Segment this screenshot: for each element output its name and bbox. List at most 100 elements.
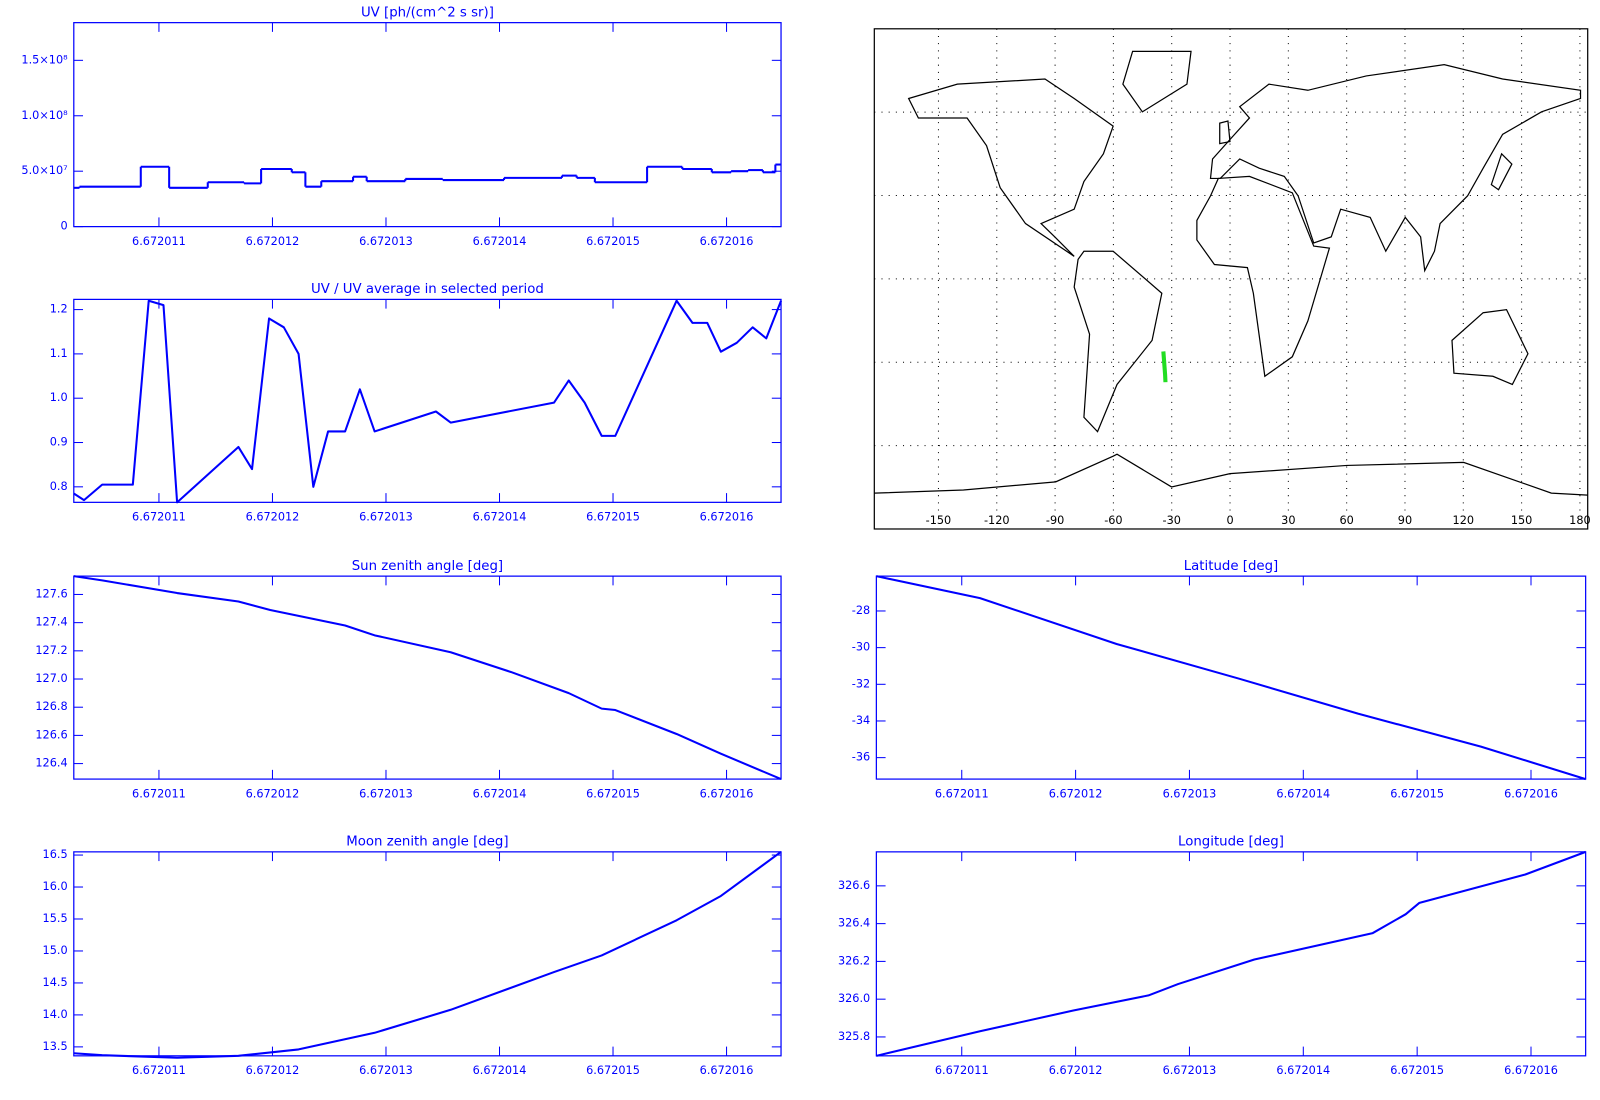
x-tick-label: 6.672013	[359, 787, 413, 800]
x-tick-label: 90	[1398, 514, 1412, 527]
x-tick-label: 150	[1511, 514, 1533, 527]
plot-frame	[73, 298, 782, 503]
x-tick-label: 6.672016	[1504, 787, 1558, 800]
x-tick-label: 6.672014	[473, 1064, 527, 1077]
x-tick-label: 6.672013	[1163, 787, 1217, 800]
x-tick-label: -120	[984, 514, 1010, 527]
y-tick-label: 14.5	[43, 976, 68, 989]
x-tick-label: 6.672013	[1163, 1064, 1217, 1077]
y-tick-label: 326.2	[838, 954, 870, 967]
north-america	[907, 78, 1114, 257]
y-tick-label: 126.4	[35, 757, 67, 770]
south-america	[1073, 250, 1163, 433]
x-tick-label: 6.672012	[246, 235, 300, 248]
y-tick-label: 1.2	[50, 303, 68, 316]
x-tick-label: 6.672015	[1390, 787, 1444, 800]
chart-title: UV / UV average in selected period	[311, 282, 544, 297]
x-tick-label: 6.672011	[935, 1064, 989, 1077]
x-tick-label: 6.672015	[586, 235, 640, 248]
y-tick-label: 126.8	[35, 700, 67, 713]
africa	[1196, 175, 1331, 378]
x-tick-label: 6.672014	[1276, 787, 1330, 800]
x-tick-label: 6.672012	[246, 787, 300, 800]
y-tick-label: 16.0	[43, 880, 68, 893]
chart-title: UV [ph/(cm^2 s sr)]	[361, 5, 494, 20]
data-line	[73, 299, 782, 504]
greenland	[1122, 50, 1192, 113]
x-tick-label: -60	[1104, 514, 1122, 527]
x-tick-label: 6.672012	[1049, 787, 1103, 800]
uk	[1219, 120, 1231, 145]
japan	[1490, 152, 1513, 191]
y-tick-label: 1.1	[50, 347, 68, 360]
x-tick-label: 180	[1569, 514, 1591, 527]
y-tick-label: 15.5	[43, 912, 68, 925]
y-tick-label: -30	[852, 641, 870, 654]
x-tick-label: 6.672014	[473, 235, 527, 248]
data-line	[876, 575, 1586, 781]
x-tick-label: 0	[1226, 514, 1233, 527]
x-tick-label: -150	[926, 514, 952, 527]
x-tick-label: 6.672016	[700, 787, 754, 800]
x-tick-label: 6.672013	[359, 235, 413, 248]
plot-frame	[873, 28, 1589, 530]
y-tick-label: 326.6	[838, 879, 870, 892]
x-tick-label: 6.672014	[473, 511, 527, 524]
x-tick-label: 6.672015	[586, 1064, 640, 1077]
x-tick-label: 6.672016	[700, 235, 754, 248]
chart-title: Moon zenith angle [deg]	[346, 835, 508, 850]
y-tick-label: -32	[852, 677, 870, 690]
x-tick-label: 6.672016	[700, 511, 754, 524]
data-line	[876, 850, 1587, 1057]
y-tick-label: 127.2	[35, 644, 67, 657]
y-tick-label: 1.5×10⁸	[21, 53, 68, 66]
x-tick-label: 6.672015	[586, 511, 640, 524]
x-tick-label: 6.672011	[132, 1064, 186, 1077]
y-tick-label: 5.0×10⁷	[21, 164, 67, 177]
y-tick-label: 1.0	[50, 391, 68, 404]
x-tick-label: 6.672011	[132, 511, 186, 524]
y-tick-label: 127.4	[35, 616, 67, 629]
x-tick-label: 6.672016	[700, 1064, 754, 1077]
satellite-track	[1161, 351, 1168, 383]
plot-frame	[875, 575, 1587, 780]
y-tick-label: 127.0	[35, 672, 67, 685]
y-tick-label: 0.9	[50, 436, 68, 449]
data-line	[73, 575, 782, 781]
antarctica	[874, 453, 1588, 496]
y-tick-label: 14.0	[43, 1008, 68, 1021]
chart-title: Latitude [deg]	[1184, 559, 1279, 574]
y-tick-label: 0	[60, 220, 67, 233]
x-tick-label: -90	[1046, 514, 1064, 527]
x-tick-label: 6.672014	[1276, 1064, 1330, 1077]
y-tick-label: 1.0×10⁸	[21, 109, 68, 122]
y-tick-label: 325.8	[838, 1030, 870, 1043]
y-tick-label: 15.0	[43, 944, 68, 957]
x-tick-label: 6.672012	[246, 1064, 300, 1077]
chart-title: Sun zenith angle [deg]	[352, 559, 503, 574]
plot-frame	[73, 851, 782, 1057]
x-tick-label: 120	[1453, 514, 1475, 527]
x-tick-label: 6.672011	[132, 235, 186, 248]
x-tick-label: -30	[1163, 514, 1181, 527]
x-tick-label: 60	[1339, 514, 1353, 527]
y-tick-label: 13.5	[43, 1040, 68, 1053]
eurasia	[1209, 64, 1582, 273]
x-tick-label: 6.672013	[359, 511, 413, 524]
plot-frame	[875, 851, 1587, 1057]
x-tick-label: 30	[1281, 514, 1295, 527]
australia	[1451, 308, 1529, 386]
x-tick-label: 6.672014	[473, 787, 527, 800]
chart-title: Longitude [deg]	[1178, 835, 1284, 850]
x-tick-label: 6.672015	[1390, 1064, 1444, 1077]
y-tick-label: -36	[852, 751, 870, 764]
x-tick-label: 6.672011	[935, 787, 989, 800]
x-tick-label: 6.672016	[1504, 1064, 1558, 1077]
x-tick-label: 6.672011	[132, 787, 186, 800]
x-tick-label: 6.672012	[246, 511, 300, 524]
y-tick-label: -28	[852, 604, 870, 617]
y-tick-label: -34	[852, 714, 870, 727]
y-tick-label: 126.6	[35, 728, 67, 741]
